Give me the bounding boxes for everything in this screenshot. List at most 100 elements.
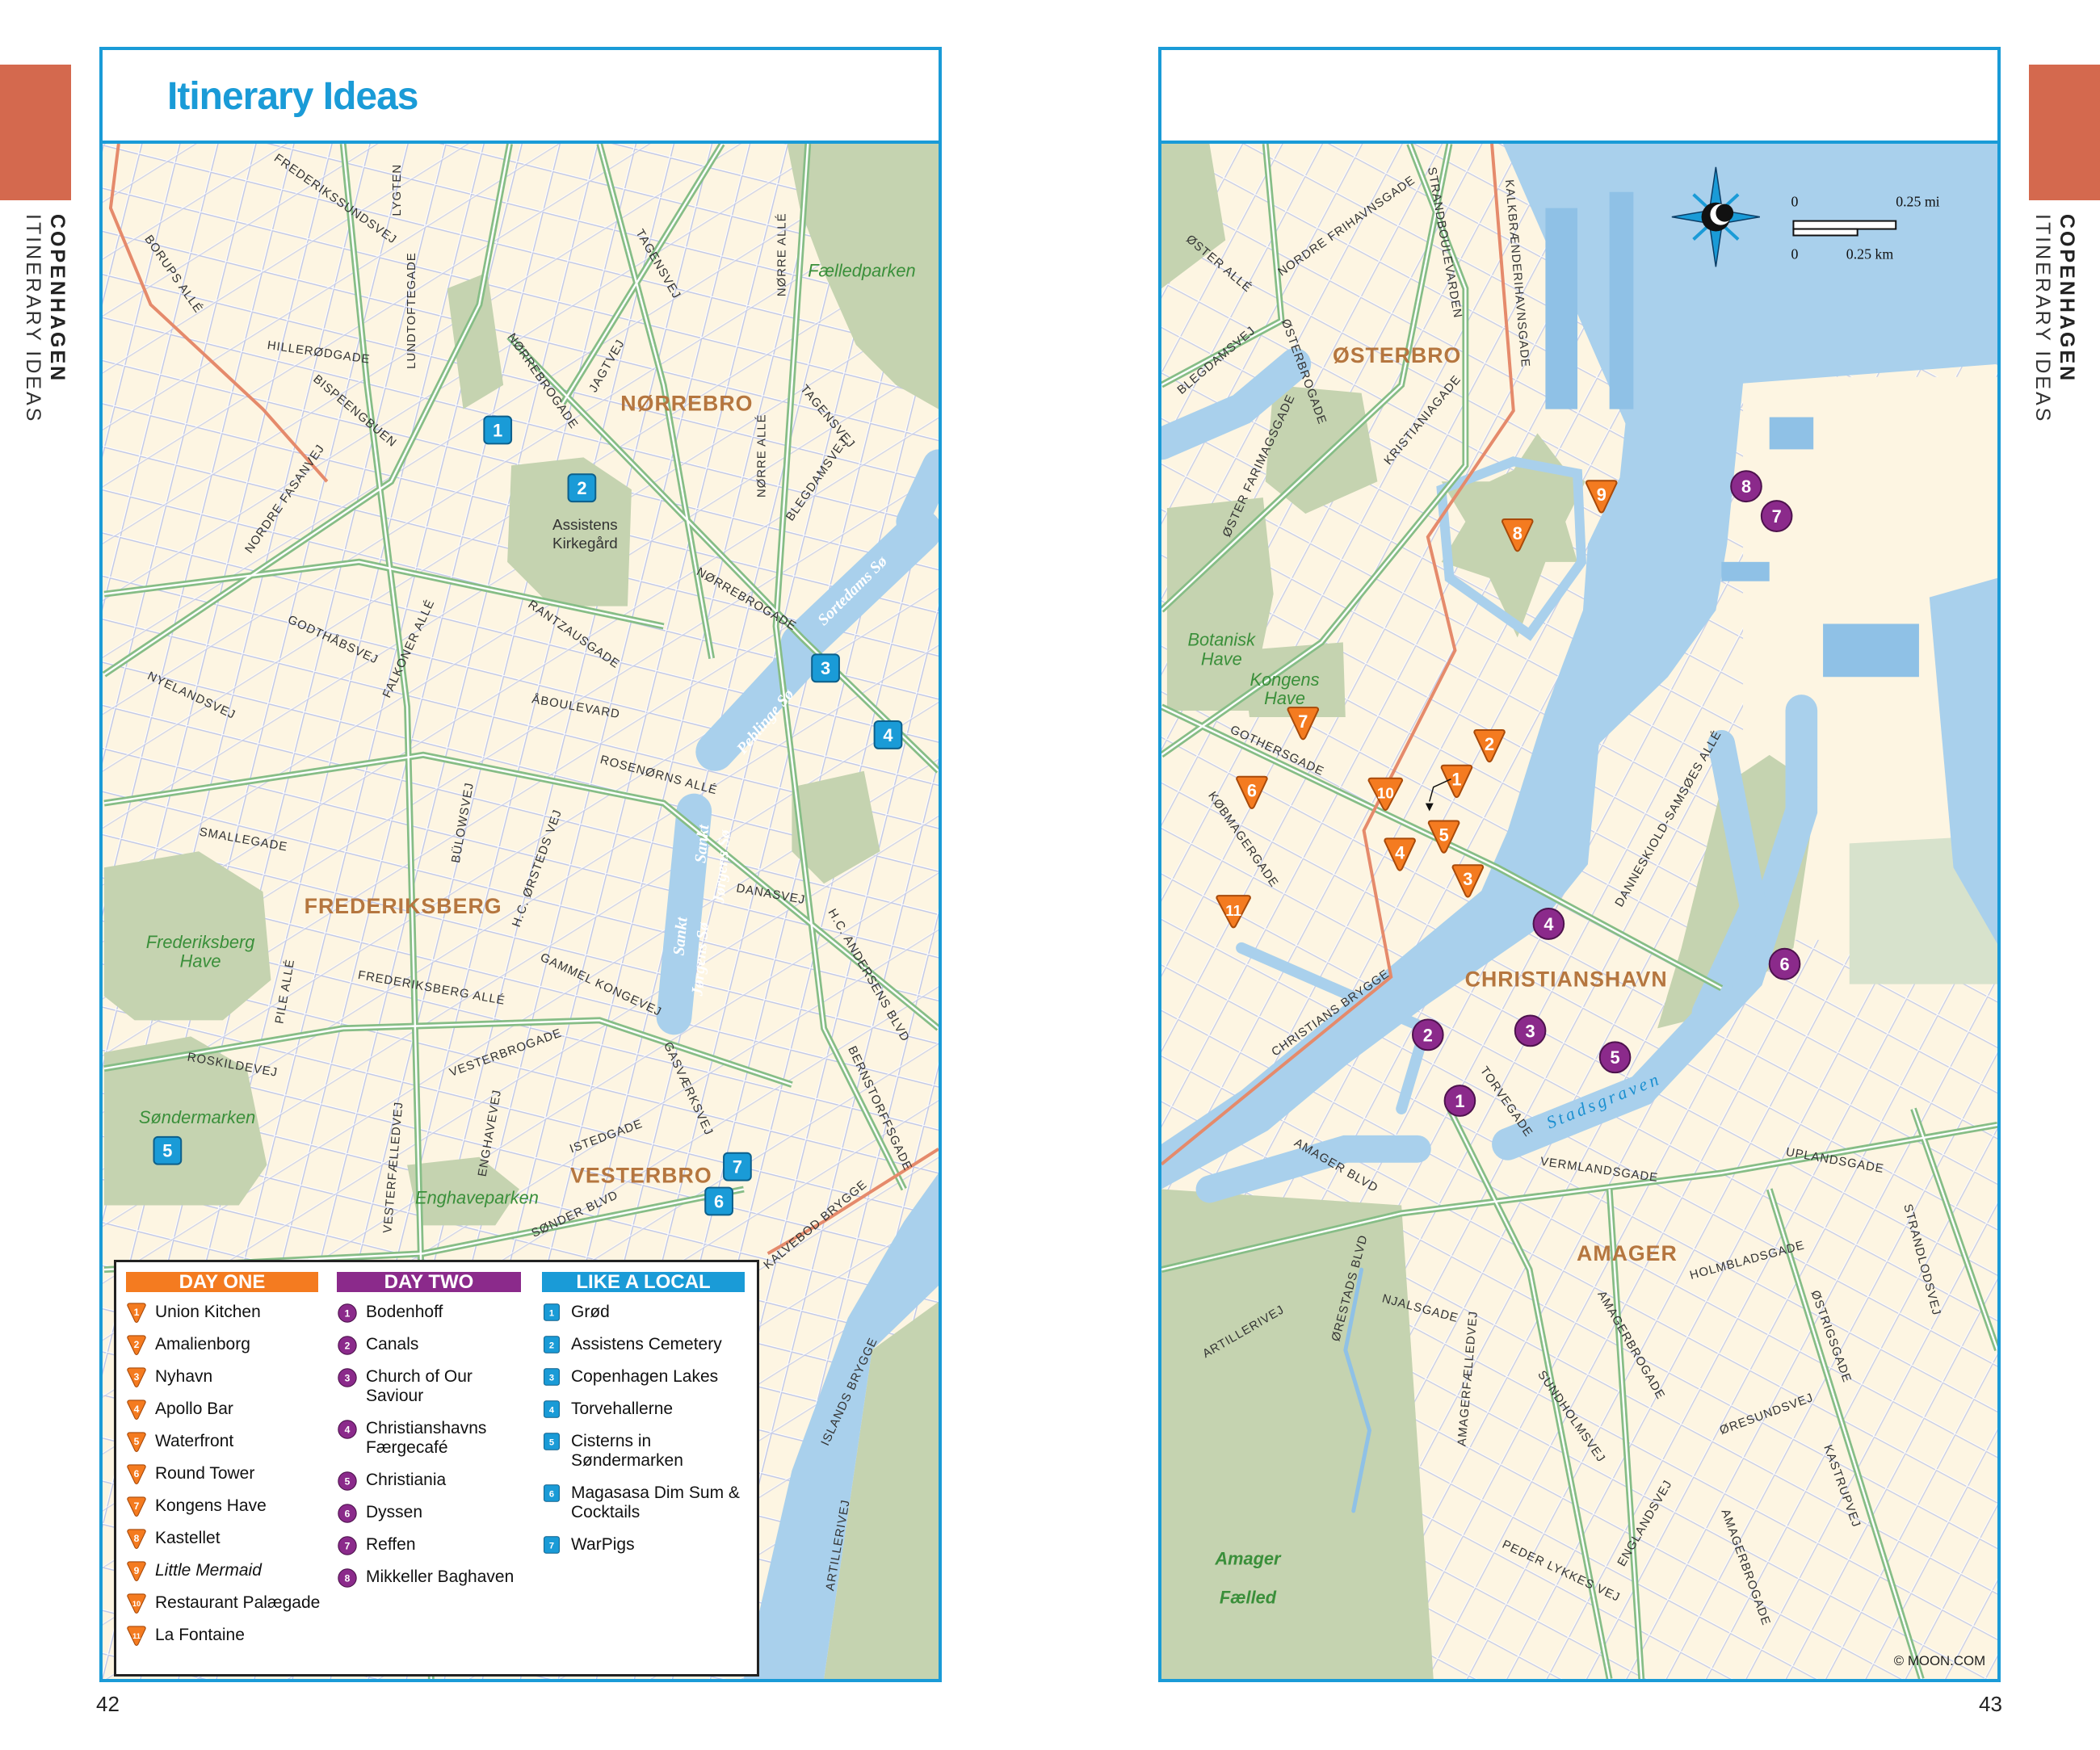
scale-mi-label: 0.25 mi (1896, 194, 1939, 210)
park-label: Fælledparken (808, 260, 915, 280)
map-marker-day-two-3[interactable]: 3 (1514, 1014, 1547, 1047)
park-amager-faelled (1161, 1189, 1434, 1679)
map-marker-day-one-4[interactable]: 4 (1384, 837, 1416, 871)
legend-item-name: Waterfront (155, 1432, 234, 1450)
legend-list: 1 Union Kitchen 2 Amalienborg 3 Nyhavn 4 Apollo… (126, 1296, 321, 1651)
map-marker-like-a-local-6[interactable]: 6 (704, 1186, 733, 1216)
map-marker-like-a-local-3[interactable]: 3 (811, 653, 840, 683)
map-marker-like-a-local-1[interactable]: 1 (483, 415, 513, 445)
legend-item: 6 Round Tower (126, 1458, 318, 1490)
park-enghaveparken (407, 1156, 520, 1226)
marker-number: 2 (577, 478, 586, 498)
orange-shield-marker-icon: 1 (126, 1303, 147, 1324)
legend-item-name: Kongens Have (155, 1496, 267, 1515)
map-marker-day-two-6[interactable]: 6 (1768, 947, 1801, 980)
map-marker-day-two-2[interactable]: 2 (1412, 1018, 1444, 1051)
orange-shield-marker-icon: 2 (126, 1335, 147, 1356)
park-faelledparken (1265, 384, 1378, 514)
map-marker-day-one-6[interactable]: 6 (1236, 775, 1268, 810)
map-marker-day-one-7[interactable]: 7 (1287, 707, 1320, 741)
scale-km-label: 0.25 km (1846, 246, 1893, 262)
marker-number: 3 (821, 658, 830, 678)
marker-number: 8 (1741, 476, 1751, 497)
map-marker-day-two-7[interactable]: 7 (1760, 500, 1793, 532)
legend-item-name: Grød (571, 1303, 610, 1321)
legend-item: 8 Kastellet (126, 1522, 318, 1555)
legend-item-name: Dyssen (366, 1503, 423, 1521)
blue-square-marker-icon: 6 (542, 1484, 563, 1503)
park-label: Assistens (552, 517, 618, 534)
marker-number: 1 (493, 420, 502, 440)
stream (1343, 1267, 1372, 1513)
railway (108, 144, 329, 483)
harbor-water (743, 1173, 939, 1679)
kastellet-moat (1436, 456, 1587, 641)
park-label: Amager (1214, 1549, 1282, 1569)
legend-item-name: Apollo Bar (155, 1400, 233, 1418)
park-label: Botanisk (1188, 629, 1257, 649)
scale-mi-zero: 0 (1791, 194, 1798, 210)
marker-number: 11 (1225, 902, 1241, 919)
blue-square-marker-icon: 3 (542, 1367, 563, 1387)
map-marker-like-a-local-5[interactable]: 5 (153, 1135, 183, 1165)
marker-number: 1 (1455, 1091, 1464, 1111)
map-marker-like-a-local-7[interactable]: 7 (723, 1152, 752, 1181)
chapter-tab (0, 65, 71, 200)
map-marker-day-one-3[interactable]: 3 (1451, 864, 1485, 898)
right-map[interactable]: NORDRE FRIHAVNSGADE STRANDBOULEVARDEN KA… (1161, 144, 1997, 1679)
district-label-amager: AMAGER (1577, 1241, 1678, 1265)
lake-sortedams (780, 510, 939, 665)
street-label: NØRRE ALLÉ (755, 413, 769, 497)
svg-text:3: 3 (345, 1373, 351, 1384)
park-frederiksberg-have (103, 851, 271, 1021)
legend-item: 2 Assistens Cemetery (542, 1328, 748, 1361)
purple-circle-marker-icon: 4 (337, 1419, 358, 1439)
map-marker-like-a-local-4[interactable]: 4 (873, 720, 903, 749)
legend-list: 1 Bodenhoff 2 Canals 3 Church of Our Saviour 4… (337, 1296, 529, 1593)
legend-item: 8 Mikkeller Baghaven (337, 1561, 529, 1593)
map-header: Itinerary Ideas (103, 50, 939, 144)
district-label-osterbro: ØSTERBRO (1333, 343, 1461, 367)
marker-number: 5 (162, 1141, 172, 1161)
map-marker-day-one-10[interactable]: 10 (1367, 777, 1404, 812)
legend-item-name: Restaurant Palægade (155, 1593, 321, 1612)
map-marker-day-two-8[interactable]: 8 (1730, 470, 1762, 503)
map-marker-day-two-5[interactable]: 5 (1598, 1041, 1632, 1074)
map-marker-day-one-1[interactable]: 1 (1440, 764, 1473, 799)
legend-like-a-local: LIKE A LOCAL 1 Grød 2 Assistens Cemetery 3 Co… (542, 1272, 748, 1561)
legend-item: 9 Little Mermaid (126, 1555, 318, 1587)
map-marker-day-one-9[interactable]: 9 (1585, 480, 1618, 514)
lakes (656, 449, 939, 1035)
map-marker-day-two-1[interactable]: 1 (1443, 1085, 1476, 1117)
district-label-norrebro: NØRREBRO (620, 392, 753, 416)
legend-heading-like-a-local: LIKE A LOCAL (542, 1272, 745, 1293)
map-credit: © MOON.COM (1894, 1653, 1985, 1668)
map-marker-day-one-8[interactable]: 8 (1501, 518, 1534, 552)
svg-text:9: 9 (134, 1565, 140, 1576)
map-marker-day-one-2[interactable]: 2 (1473, 728, 1506, 763)
running-head: COPENHAGEN ITINERARY IDEAS (2031, 214, 2079, 423)
park-label: Fælled (1220, 1587, 1277, 1607)
orange-shield-marker-icon: 9 (126, 1561, 147, 1582)
map-marker-day-one-5[interactable]: 5 (1427, 820, 1460, 854)
marker-number: 6 (1247, 781, 1257, 801)
map-marker-like-a-local-2[interactable]: 2 (567, 473, 597, 503)
legend-list: 1 Grød 2 Assistens Cemetery 3 Copenhagen Lake… (542, 1296, 748, 1561)
railway (766, 1148, 939, 1255)
legend-heading-day-two: DAY TWO (337, 1272, 521, 1293)
svg-text:6: 6 (549, 1489, 554, 1499)
parks (103, 144, 939, 1679)
marker-number: 7 (733, 1157, 742, 1177)
legend-item: 4 Apollo Bar (126, 1393, 318, 1425)
marker-number: 2 (1485, 734, 1494, 754)
map-marker-day-one-11[interactable]: 11 (1216, 895, 1251, 929)
map-marker-day-two-4[interactable]: 4 (1532, 908, 1565, 940)
legend-item: 3 Nyhavn (126, 1361, 318, 1393)
canals (1161, 347, 1818, 1513)
legend-item-name: La Fontaine (155, 1626, 245, 1644)
purple-circle-marker-icon: 6 (337, 1503, 358, 1523)
park-label: Have (180, 951, 221, 972)
svg-text:6: 6 (345, 1509, 351, 1520)
marker-number: 4 (1395, 842, 1405, 862)
marker-number: 7 (1772, 506, 1782, 527)
